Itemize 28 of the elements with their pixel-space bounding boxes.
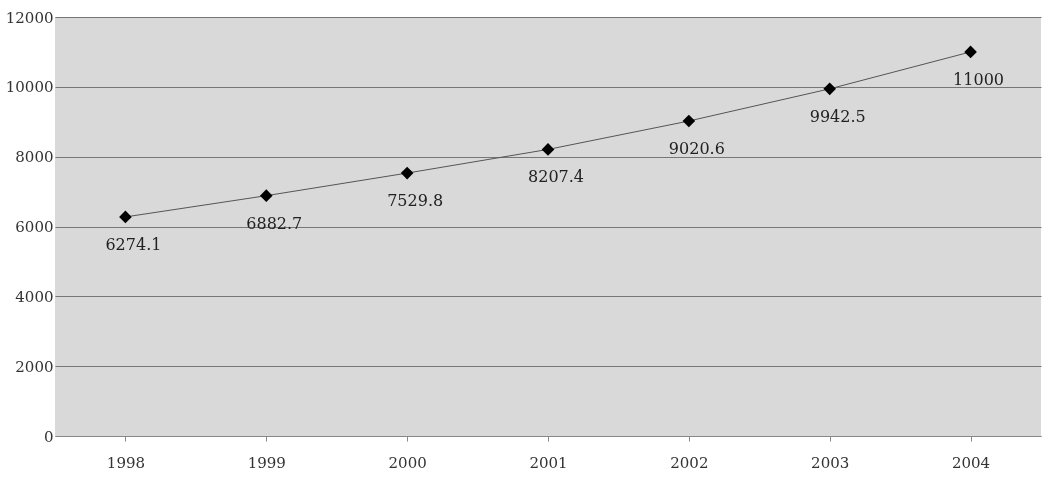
point	[400, 166, 414, 180]
point	[541, 143, 555, 156]
point	[823, 82, 837, 96]
x-tick-label: 1999	[247, 453, 286, 472]
y-tick-label: 4000	[15, 287, 54, 306]
x-tick-label: 2002	[670, 453, 709, 472]
y-tick-label: 8000	[15, 148, 54, 167]
x-tick-label: 2003	[811, 453, 850, 472]
data-label: 7529.8	[387, 191, 444, 211]
y-tick-label: 2000	[15, 357, 54, 376]
data-label: 6882.7	[246, 213, 303, 233]
y-tick-label: 10000	[5, 78, 54, 97]
x-tick-label: 2004	[951, 453, 991, 472]
x-tick-label: 1998	[106, 453, 146, 472]
point	[259, 189, 273, 202]
point	[682, 114, 696, 128]
x-tick-label: 2000	[388, 453, 427, 472]
data-label: 11000	[953, 69, 1005, 89]
y-tick-label: 0	[43, 427, 54, 446]
point	[964, 45, 977, 59]
data-label: 9020.6	[668, 139, 725, 159]
point	[119, 210, 132, 224]
data-label: 6274.1	[105, 234, 162, 254]
data-label: 8207.4	[528, 167, 584, 187]
data-label: 9942.5	[809, 106, 866, 126]
x-tick-label: 2001	[529, 453, 568, 472]
y-tick-label: 6000	[15, 218, 54, 236]
y-tick-label: 12000	[5, 8, 54, 27]
